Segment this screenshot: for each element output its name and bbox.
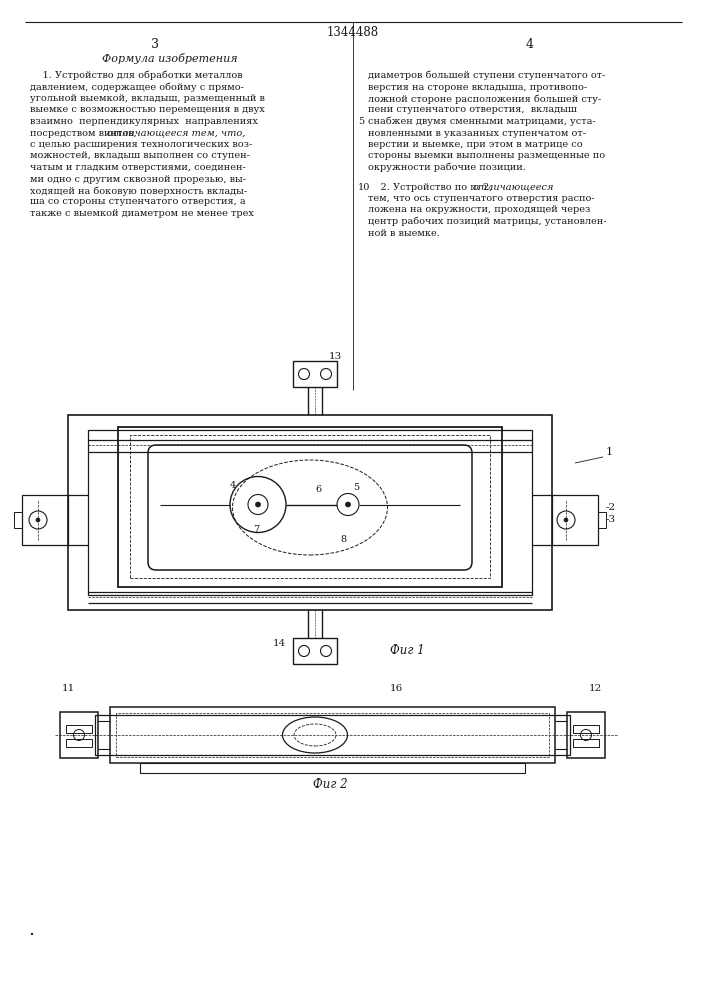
Circle shape xyxy=(36,518,40,522)
Text: снабжен двумя сменными матрицами, уста-: снабжен двумя сменными матрицами, уста- xyxy=(368,117,595,126)
Bar xyxy=(88,430,532,595)
Bar xyxy=(573,725,599,733)
Text: Фиг 1: Фиг 1 xyxy=(390,644,425,656)
Text: 5: 5 xyxy=(358,117,364,126)
Text: тем, что ось ступенчатого отверстия распо-: тем, что ось ступенчатого отверстия расп… xyxy=(368,194,595,203)
Text: центр рабочих позиций матрицы, установлен-: центр рабочих позиций матрицы, установле… xyxy=(368,217,607,227)
Text: угольной выемкой, вкладыш, размещенный в: угольной выемкой, вкладыш, размещенный в xyxy=(30,94,265,103)
Bar xyxy=(140,763,525,773)
Text: 14: 14 xyxy=(273,639,286,648)
Text: верстия на стороне вкладыша, противопо-: верстия на стороне вкладыша, противопо- xyxy=(368,83,587,92)
Text: верстии и выемке, при этом в матрице со: верстии и выемке, при этом в матрице со xyxy=(368,140,583,149)
Text: окружности рабочие позиции.: окружности рабочие позиции. xyxy=(368,163,526,172)
Text: 3: 3 xyxy=(151,38,159,51)
Text: 11: 11 xyxy=(62,684,75,693)
Bar xyxy=(66,725,92,733)
Text: 10: 10 xyxy=(358,182,370,192)
Text: ной в выемке.: ной в выемке. xyxy=(368,229,440,237)
Bar xyxy=(22,495,68,545)
Text: взаимно  перпендикулярных  направлениях: взаимно перпендикулярных направлениях xyxy=(30,117,258,126)
Bar xyxy=(552,495,598,545)
Text: отличающееся: отличающееся xyxy=(472,182,554,192)
Text: ми одно с другим сквозной прорезью, вы-: ми одно с другим сквозной прорезью, вы- xyxy=(30,174,246,184)
Text: -3: -3 xyxy=(606,515,616,524)
Bar xyxy=(116,713,549,757)
Text: 2. Устройство по п. 2,: 2. Устройство по п. 2, xyxy=(368,182,496,192)
Text: с целью расширения технологических воз-: с целью расширения технологических воз- xyxy=(30,140,252,149)
Bar xyxy=(68,415,552,610)
Circle shape xyxy=(564,518,568,522)
Text: 4: 4 xyxy=(230,482,236,490)
Bar xyxy=(573,739,599,747)
Bar xyxy=(110,707,555,763)
Bar xyxy=(293,361,337,387)
Text: стороны выемки выполнены размещенные по: стороны выемки выполнены размещенные по xyxy=(368,151,605,160)
Text: 12: 12 xyxy=(589,684,602,693)
Bar xyxy=(130,435,490,578)
Text: диаметров большей ступени ступенчатого от-: диаметров большей ступени ступенчатого о… xyxy=(368,71,605,81)
Text: ложена на окружности, проходящей через: ложена на окружности, проходящей через xyxy=(368,206,590,215)
Circle shape xyxy=(255,502,260,507)
Bar xyxy=(95,715,570,755)
Text: 6: 6 xyxy=(315,485,321,493)
Text: -2: -2 xyxy=(606,503,616,512)
Text: чатым и гладким отверстиями, соединен-: чатым и гладким отверстиями, соединен- xyxy=(30,163,246,172)
Text: новленными в указанных ступенчатом от-: новленными в указанных ступенчатом от- xyxy=(368,128,586,137)
Text: Формула изобретения: Формула изобретения xyxy=(103,52,238,64)
Text: пени ступенчатого отверстия,  вкладыш: пени ступенчатого отверстия, вкладыш xyxy=(368,105,577,114)
Text: ложной стороне расположения большей сту-: ложной стороне расположения большей сту- xyxy=(368,94,601,104)
Text: Фиг 2: Фиг 2 xyxy=(312,778,347,792)
Text: ходящей на боковую поверхность вклады-: ходящей на боковую поверхность вклады- xyxy=(30,186,247,196)
Text: посредством винтов,: посредством винтов, xyxy=(30,128,140,137)
Text: 1: 1 xyxy=(606,447,613,457)
Bar xyxy=(14,512,22,528)
Text: также с выемкой диаметром не менее трех: также с выемкой диаметром не менее трех xyxy=(30,209,254,218)
Text: 1344488: 1344488 xyxy=(327,26,379,39)
Text: 4: 4 xyxy=(526,38,534,51)
Text: ша со стороны ступенчатого отверстия, а: ша со стороны ступенчатого отверстия, а xyxy=(30,198,245,207)
Bar xyxy=(567,712,605,758)
Text: 16: 16 xyxy=(390,684,403,693)
Text: выемке с возможностью перемещения в двух: выемке с возможностью перемещения в двух xyxy=(30,105,264,114)
Bar xyxy=(293,638,337,664)
Text: 7: 7 xyxy=(253,526,259,534)
Text: можностей, вкладыш выполнен со ступен-: можностей, вкладыш выполнен со ступен- xyxy=(30,151,250,160)
Text: 8: 8 xyxy=(340,536,346,544)
Text: 5: 5 xyxy=(353,484,359,492)
Circle shape xyxy=(346,502,351,507)
Text: 13: 13 xyxy=(329,352,342,361)
Text: ·: · xyxy=(28,926,34,944)
Bar xyxy=(60,712,98,758)
Text: давлением, содержащее обойму с прямо-: давлением, содержащее обойму с прямо- xyxy=(30,83,244,92)
Bar xyxy=(66,739,92,747)
Text: отличающееся тем, что,: отличающееся тем, что, xyxy=(107,128,245,137)
Bar xyxy=(118,427,502,587)
Bar xyxy=(598,512,606,528)
Text: 1. Устройство для обработки металлов: 1. Устройство для обработки металлов xyxy=(30,71,243,81)
